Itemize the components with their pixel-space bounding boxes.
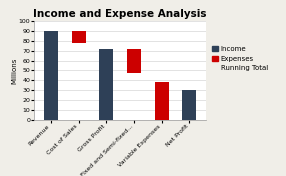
Title: Income and Expense Analysis: Income and Expense Analysis [33,9,207,19]
Bar [44,31,58,120]
Bar [127,49,141,73]
Bar [72,31,86,43]
Bar [182,90,196,120]
Bar [155,82,168,120]
Y-axis label: Millions: Millions [11,57,17,84]
Legend: Income, Expenses, Running Total: Income, Expenses, Running Total [211,45,269,73]
Bar [99,49,113,120]
